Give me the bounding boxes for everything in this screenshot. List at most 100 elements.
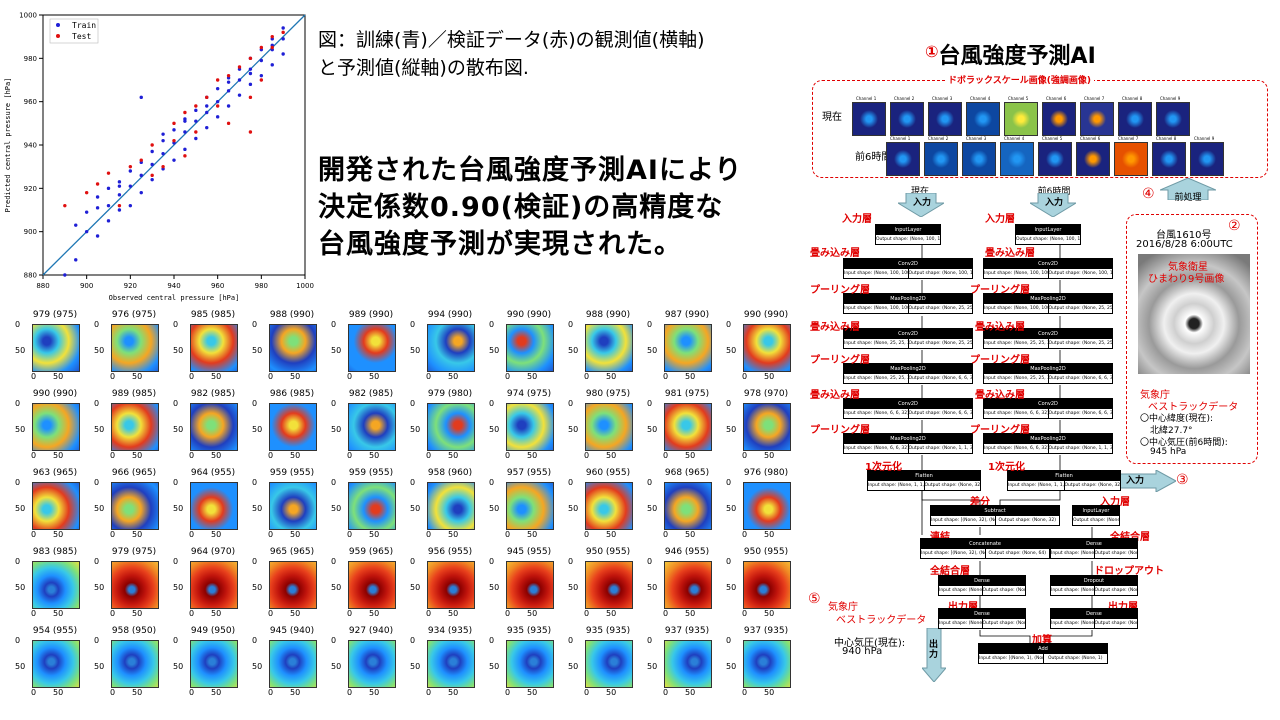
layer-shapes: Input shape: (None, 6, 6, 32) Output shap…	[984, 409, 1112, 418]
thumbnail-image	[348, 561, 396, 609]
thumbnail-xtick: 50	[132, 372, 143, 381]
thumbnail-ytick: 50	[489, 583, 500, 592]
thumbnail-xtick: 0	[268, 451, 274, 460]
thumbnail-image	[506, 482, 554, 530]
thumbnail-xtick: 50	[369, 609, 380, 618]
thumbnail-image	[32, 561, 80, 609]
thumbnail-title: 937 (935)	[664, 626, 710, 636]
thumbnail-xtick: 50	[211, 451, 222, 460]
input-shape: Input shape: [(None, 32), (None, 32)]	[931, 518, 995, 523]
thumbnail-title: 988 (990)	[585, 310, 631, 320]
output-shape: Output shape: (None, 6, 6, 32)	[907, 409, 972, 418]
input-shape: Input shape: (None, 25, 25, 32)	[844, 376, 908, 381]
layer-name: Conv2D	[844, 399, 972, 409]
thumbnail-ytick: 0	[647, 557, 653, 566]
thumbnail-title: 987 (990)	[664, 310, 710, 320]
connector-add-b	[1049, 630, 1093, 643]
output-shape: Output shape: (None, 64)	[1093, 586, 1137, 595]
thumbnail-title: 982 (985)	[348, 389, 394, 399]
input-shape: Input shape: [(None, 1), (None, 1)]	[979, 656, 1043, 661]
step5-marker: ⑤	[808, 591, 821, 607]
thumbnail-xtick: 0	[742, 372, 748, 381]
train-point	[117, 180, 122, 184]
train-point	[95, 234, 100, 238]
y-tick-label: 900	[24, 228, 37, 236]
thumbnail-ytick: 50	[94, 662, 105, 671]
test-point	[248, 130, 253, 134]
thumbnail-xtick: 50	[764, 530, 775, 539]
test-point	[172, 121, 176, 126]
thumbnail-xtick: 0	[426, 530, 432, 539]
thumbnail-xtick: 0	[31, 451, 37, 460]
typhoon-thumbnail: 974 (975) 0 50 0 50	[489, 389, 569, 483]
channel-title: Channel 4	[970, 96, 991, 101]
thumbnail-ytick: 50	[173, 425, 184, 434]
thumbnail-title: 985 (985)	[190, 310, 236, 320]
thumbnail-ytick: 0	[489, 399, 495, 408]
thumbnail-ytick: 50	[568, 346, 579, 355]
train-point	[194, 136, 198, 141]
channel-image	[924, 142, 958, 176]
layer-name: MaxPooling2D	[844, 364, 972, 374]
info-pressure-label: 〇中心気圧(前6時間):	[1140, 438, 1228, 448]
y-tick-label: 920	[24, 185, 37, 193]
thumbnail-image	[506, 403, 554, 451]
thumbnail-xtick: 50	[53, 372, 64, 381]
headline: 開発された台風強度予測AIにより 決定係数0.90(検証)の高精度な 台風強度予…	[318, 152, 808, 263]
thumbnail-xtick: 0	[189, 530, 195, 539]
thumbnail-ytick: 0	[647, 320, 653, 329]
layer-shapes: Input shape: (None, 2)Output shape: (Non…	[1051, 549, 1137, 558]
layer-name: MaxPooling2D	[844, 434, 972, 444]
channel-image	[1080, 102, 1114, 136]
train-point	[172, 158, 176, 162]
thumbnail-title: 986 (985)	[269, 389, 315, 399]
thumbnail-image	[32, 403, 80, 451]
output-shape: Output shape: (None, 25, 25, 32)	[907, 304, 972, 313]
thumbnail-image	[111, 403, 159, 451]
train-point	[215, 115, 220, 119]
thumbnail-image	[427, 561, 475, 609]
thumbnail-xtick: 50	[290, 609, 301, 618]
thumbnail-ytick: 50	[489, 504, 500, 513]
channel-title: Channel 6	[1046, 96, 1067, 101]
thumbnail-image	[664, 561, 712, 609]
label-dropout: ドロップアウト	[1094, 566, 1164, 577]
thumbnail-xtick: 50	[290, 530, 301, 539]
pool2-b: MaxPooling2D Input shape: (None, 25, 25, …	[983, 363, 1113, 384]
train-point	[183, 130, 187, 134]
channel-image	[928, 102, 962, 136]
thumbnail-ytick: 0	[15, 557, 21, 566]
layer-name: Dense	[939, 576, 1025, 586]
thumbnail-ytick: 50	[568, 583, 579, 592]
channel-title: Channel 7	[1084, 96, 1105, 101]
output-shape: Output shape: (None, 32)	[923, 481, 980, 490]
thumbnail-ytick: 0	[331, 478, 337, 487]
thumbnail-title: 982 (985)	[190, 389, 236, 399]
thumbnail-title: 949 (950)	[190, 626, 236, 636]
thumbnail-xtick: 0	[663, 688, 669, 697]
thumbnail-ytick: 0	[726, 636, 732, 645]
thumbnail-ytick: 0	[726, 399, 732, 408]
typhoon-image-grid: 979 (975) 0 50 0 50 976 (975) 0 50 0 50 985 (985) 0…	[15, 310, 805, 718]
thumbnail-xtick: 0	[31, 530, 37, 539]
thumbnail-xtick: 0	[110, 372, 116, 381]
layer-shapes: Input shape: (None, 64)Output shape: (No…	[1051, 586, 1137, 595]
thumbnail-image	[664, 324, 712, 372]
thumbnail-title: 945 (955)	[506, 547, 552, 557]
train-point	[259, 58, 264, 63]
typhoon-thumbnail: 986 (985) 0 50 0 50	[252, 389, 332, 483]
thumbnail-title: 983 (985)	[32, 547, 78, 557]
thumbnail-image	[190, 640, 238, 688]
typhoon-thumbnail: 968 (965) 0 50 0 50	[647, 468, 727, 562]
info-lat-label: 〇中心緯度(現在):	[1140, 414, 1214, 424]
thumbnail-title: 958 (960)	[427, 468, 473, 478]
thumbnail-ytick: 0	[410, 636, 416, 645]
typhoon-thumbnail: 946 (955) 0 50 0 50	[647, 547, 727, 641]
y-tick-label: 960	[24, 98, 37, 106]
thumbnail-xtick: 50	[369, 688, 380, 697]
thumbnail-title: 935 (935)	[585, 626, 631, 636]
connector-add-a	[979, 630, 1031, 643]
typhoon-thumbnail: 963 (965) 0 50 0 50	[15, 468, 95, 562]
layer-name: Conv2D	[984, 329, 1112, 339]
